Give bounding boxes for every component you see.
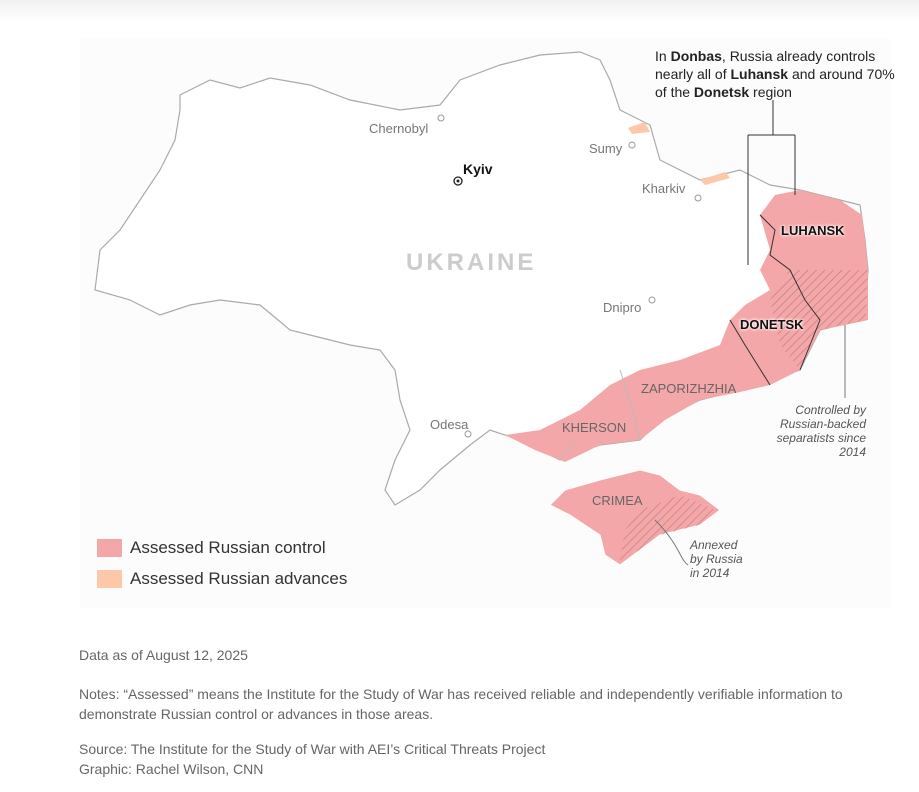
city-label: Dnipro (603, 300, 642, 315)
city-marker (628, 141, 636, 149)
oblast-border (729, 214, 821, 386)
legend-item: Assessed Russian advances (97, 569, 347, 589)
city-label: Odesa (430, 417, 469, 432)
capital-label: Kyiv (463, 161, 493, 177)
legend-swatch (97, 539, 122, 557)
city-marker (648, 296, 656, 304)
region-label: ZAPORIZHZHIA (641, 381, 737, 396)
russian-advance-area (700, 172, 730, 185)
note-text: , Russia already controls nearly all of (655, 48, 876, 82)
city-marker (694, 194, 702, 202)
footer-source: Source: The Institute for the Study of W… (79, 741, 546, 757)
capital-marker-dot (456, 179, 460, 183)
region-label: CRIMEA (592, 493, 643, 508)
note-bold: Donetsk (693, 84, 750, 100)
footer-date: Data as of August 12, 2025 (79, 647, 248, 663)
region-label: LUHANSK (781, 223, 845, 238)
footer-notes: Notes: “Assessed” means the Institute fo… (79, 686, 843, 722)
legend-swatch (97, 570, 122, 588)
bracket (747, 100, 796, 265)
country-label: UKRAINE (406, 249, 537, 276)
city-label: Sumy (589, 141, 623, 156)
ukraine-outline (94, 51, 869, 506)
city-marker (464, 430, 472, 438)
note-bold: Luhansk (730, 66, 789, 82)
note-text: and around 70% of the (655, 66, 895, 100)
top-bar (0, 0, 919, 22)
donbas-note: In Donbas, Russia already controls nearl… (655, 47, 895, 101)
hatch-donbas (770, 270, 868, 370)
legend-label: Assessed Russian control (130, 538, 326, 557)
city-label: Chernobyl (369, 121, 429, 136)
note-text: In (655, 48, 671, 64)
crimea-note: Annexed by Russia in 2014 (690, 538, 743, 580)
note-text: region (749, 84, 792, 100)
city-marker (437, 114, 445, 122)
footer-graphic: Graphic: Rachel Wilson, CNN (79, 761, 264, 777)
hatch-crimea (620, 495, 715, 560)
region-label: DONETSK (740, 317, 804, 332)
legend-label: Assessed Russian advances (130, 569, 348, 588)
note-bold: Donbas (670, 48, 722, 64)
legend-item: Assessed Russian control (97, 538, 326, 558)
russian-control-area (505, 190, 868, 462)
oblast-border (559, 369, 641, 461)
separatists-note: Controlled by Russian-backed separatists… (776, 403, 866, 459)
russian-advance-area (628, 122, 650, 134)
pointer (654, 519, 689, 566)
region-label: KHERSON (562, 420, 627, 435)
city-label: Kharkiv (642, 181, 686, 196)
